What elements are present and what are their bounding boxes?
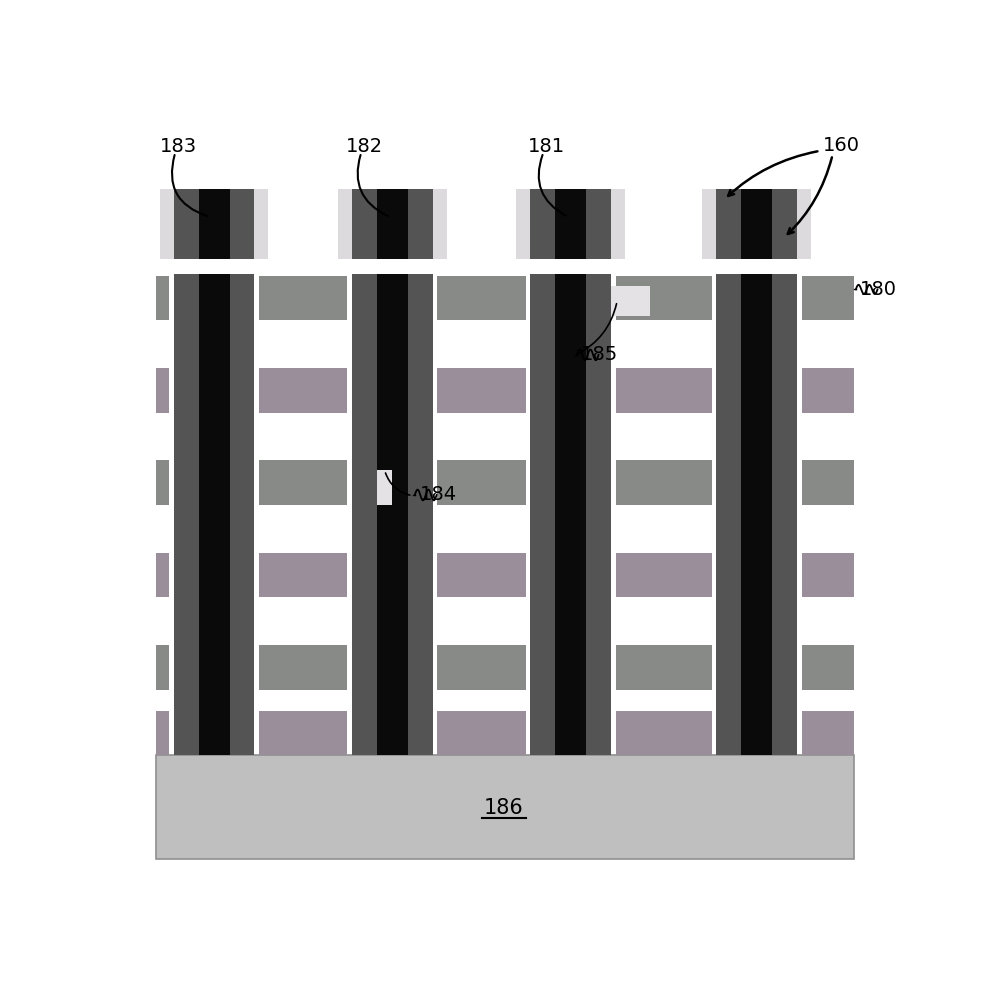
Bar [616, 553, 712, 597]
Bar [437, 553, 526, 597]
Bar [611, 189, 625, 259]
Bar [352, 189, 433, 259]
Bar [377, 274, 408, 755]
Bar [716, 189, 797, 259]
Bar [616, 460, 712, 505]
Bar [555, 274, 586, 755]
Text: 181: 181 [528, 137, 565, 156]
Bar [160, 189, 174, 259]
Bar [254, 189, 268, 259]
Bar [616, 368, 712, 413]
Text: 160: 160 [822, 136, 860, 155]
Bar [156, 645, 169, 690]
Bar [199, 274, 230, 755]
Bar [516, 189, 625, 259]
Bar [160, 189, 268, 259]
Bar [259, 711, 347, 755]
Bar [156, 276, 169, 320]
Bar [802, 645, 854, 690]
Bar [338, 189, 447, 259]
Bar [802, 460, 854, 505]
Bar [555, 189, 586, 259]
Bar [802, 276, 854, 320]
Bar [338, 189, 352, 259]
Text: 183: 183 [160, 137, 197, 156]
Bar [437, 276, 526, 320]
Bar [741, 189, 772, 259]
Text: 186: 186 [484, 798, 524, 818]
Bar [716, 274, 797, 755]
Bar [259, 368, 347, 413]
Text: 182: 182 [346, 137, 383, 156]
Text: 184: 184 [420, 485, 457, 504]
Bar [199, 189, 230, 259]
Bar [437, 460, 526, 505]
Bar [741, 274, 772, 755]
Bar [352, 274, 433, 755]
Bar [616, 276, 712, 320]
Bar [433, 189, 447, 259]
Bar [802, 368, 854, 413]
Bar [616, 645, 712, 690]
Bar [259, 276, 347, 320]
Bar [156, 368, 169, 413]
Bar [259, 460, 347, 505]
Bar [259, 645, 347, 690]
Bar [616, 711, 712, 755]
Text: 185: 185 [581, 345, 618, 364]
Bar [156, 553, 169, 597]
Bar [156, 460, 169, 505]
Bar [530, 189, 611, 259]
Bar [530, 274, 611, 755]
Bar [611, 286, 650, 316]
Bar [702, 189, 811, 259]
Bar [174, 274, 254, 755]
Bar [437, 368, 526, 413]
Bar [377, 470, 392, 505]
Bar [259, 553, 347, 597]
Bar [797, 189, 811, 259]
Bar [156, 711, 169, 755]
Bar [377, 189, 408, 259]
Bar [437, 711, 526, 755]
Bar [437, 645, 526, 690]
Bar [702, 189, 716, 259]
Bar [156, 755, 854, 859]
Text: 180: 180 [860, 280, 897, 299]
Bar [174, 189, 254, 259]
Bar [516, 189, 530, 259]
Bar [802, 711, 854, 755]
Bar [802, 553, 854, 597]
